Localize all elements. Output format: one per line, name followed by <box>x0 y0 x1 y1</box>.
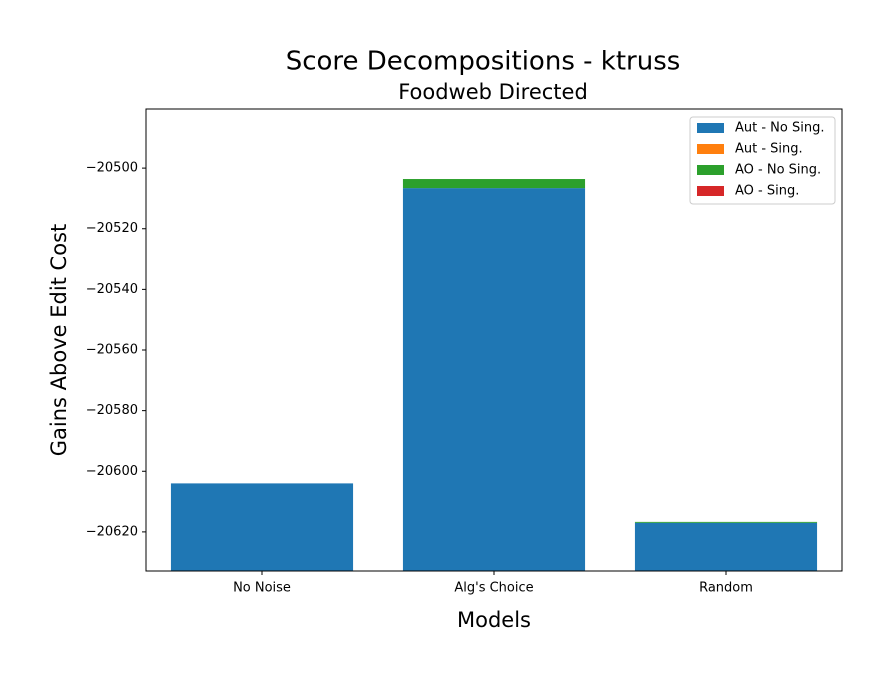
legend-swatch <box>697 186 724 196</box>
chart-title: Score Decompositions - ktruss <box>286 47 681 77</box>
x-tick-label: Random <box>699 581 753 596</box>
y-axis-label: Gains Above Edit Cost <box>47 224 71 457</box>
x-axis-label: Models <box>457 608 531 632</box>
y-tick-label: −20540 <box>86 282 138 297</box>
y-tick-label: −20620 <box>86 524 138 539</box>
x-tick-label: No Noise <box>233 581 291 596</box>
legend-swatch <box>697 123 724 133</box>
legend-label: AO - No Sing. <box>735 163 821 178</box>
x-tick-label: Alg's Choice <box>454 581 533 596</box>
legend-label: AO - Sing. <box>735 184 799 199</box>
legend-label: Aut - No Sing. <box>735 121 824 136</box>
y-tick-label: −20580 <box>86 403 138 418</box>
legend-label: Aut - Sing. <box>735 142 803 157</box>
legend-swatch <box>697 144 724 154</box>
bar-segment <box>634 521 818 523</box>
bar-segment <box>634 522 818 571</box>
y-tick-label: −20500 <box>86 161 138 176</box>
y-tick-label: −20560 <box>86 343 138 358</box>
legend-swatch <box>697 165 724 175</box>
y-tick-label: −20600 <box>86 464 138 479</box>
plot-area <box>170 179 818 571</box>
legend-box <box>689 116 836 205</box>
legend: Aut - No Sing. Aut - Sing. AO - No Sing. AO… <box>689 116 836 205</box>
y-tick-label: −20520 <box>86 221 138 236</box>
bar-segment <box>402 188 586 571</box>
bar-segment <box>170 483 354 571</box>
bar-segment <box>402 179 586 189</box>
chart-subtitle: Foodweb Directed <box>398 80 588 104</box>
